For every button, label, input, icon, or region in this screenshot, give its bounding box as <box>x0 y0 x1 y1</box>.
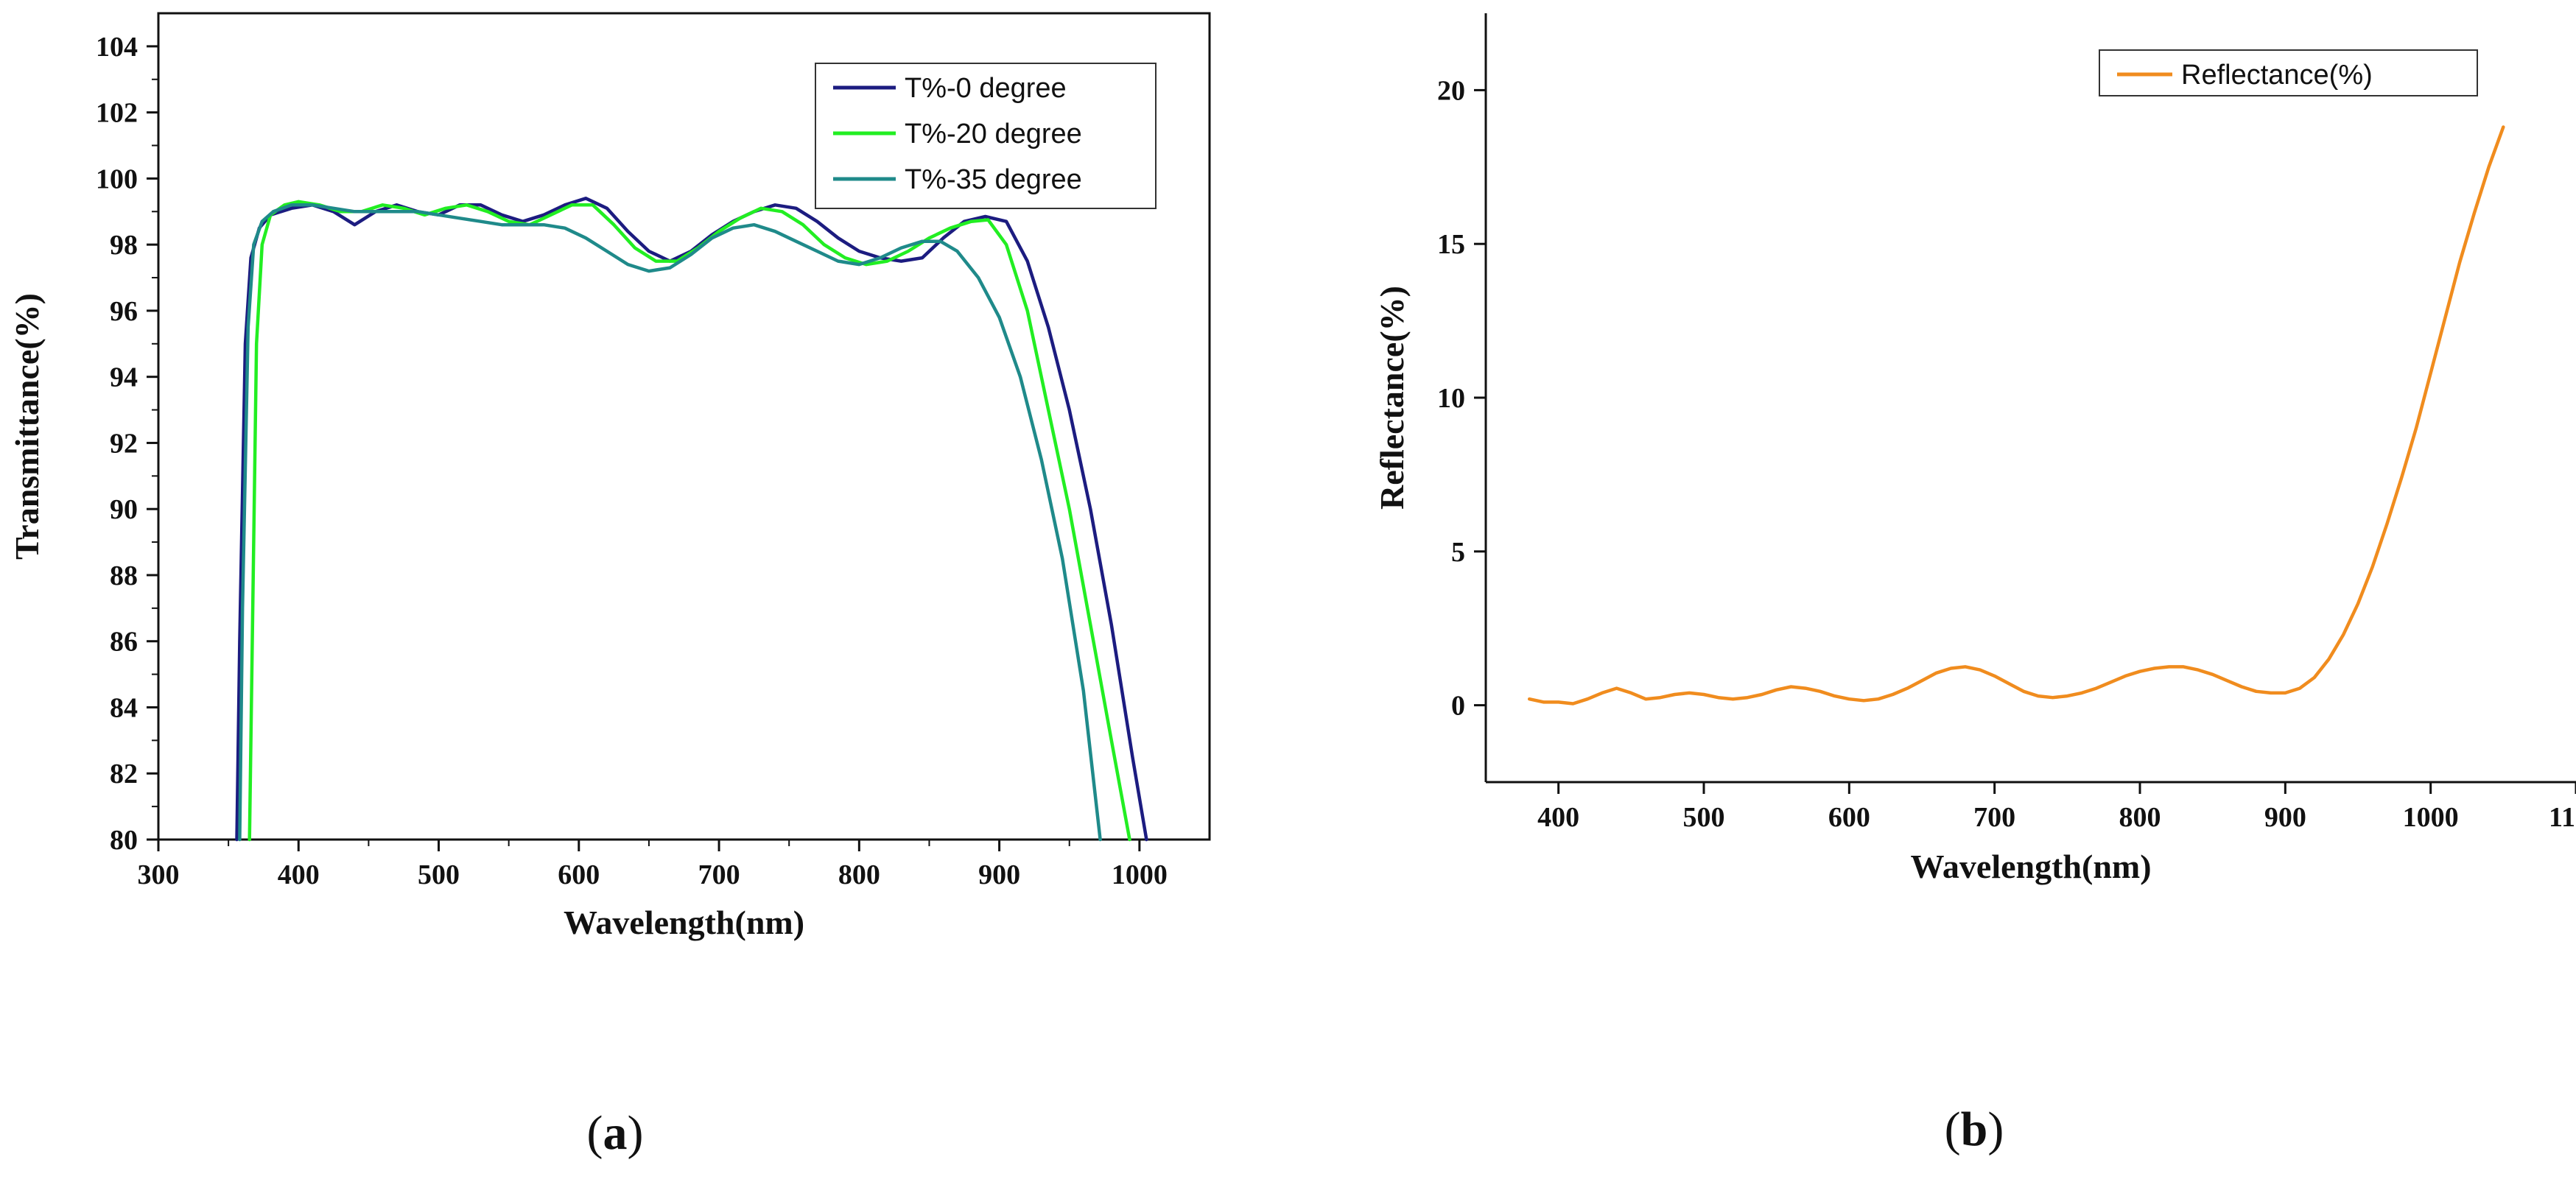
series-line-1 <box>235 197 1148 842</box>
y-tick-label: 10 <box>1437 383 1465 414</box>
y-tick-label: 20 <box>1437 75 1465 106</box>
y-tick-label: 98 <box>110 230 138 261</box>
x-tick-label: 800 <box>838 859 880 890</box>
x-tick-label: 500 <box>418 859 460 890</box>
x-tick-label: 700 <box>698 859 740 890</box>
y-tick-label: 80 <box>110 825 138 856</box>
x-tick-label: 300 <box>138 859 180 890</box>
y-axis-title: Transmittance(%) <box>8 293 46 560</box>
x-tick-label: 900 <box>978 859 1020 890</box>
legend: T%-0 degree T%-20 degree T%-35 degree <box>815 63 1157 209</box>
x-tick-label: 400 <box>1537 802 1579 833</box>
y-tick-label: 15 <box>1437 229 1465 260</box>
y-tick-label: 104 <box>96 32 138 63</box>
x-tick-label: 700 <box>1973 802 2015 833</box>
x-tick-label: 800 <box>2119 802 2161 833</box>
legend-label: T%-0 degree <box>905 73 1067 104</box>
legend-label: T%-20 degree <box>905 119 1082 149</box>
y-tick-label: 100 <box>96 163 138 194</box>
x-tick-label: 1000 <box>2403 802 2459 833</box>
y-axis-title: Reflectance(%) <box>1373 286 1411 510</box>
x-axis-title: Wavelength(nm) <box>1910 848 2151 885</box>
y-tick-label: 92 <box>110 428 138 459</box>
x-tick-label: 600 <box>1828 802 1870 833</box>
series-line-2 <box>248 200 1131 842</box>
x-axis-title: Wavelength(nm) <box>564 904 804 941</box>
x-tick-label: 500 <box>1683 802 1725 833</box>
x-tick-label: 600 <box>558 859 600 890</box>
legend-label: T%-35 degree <box>905 164 1082 195</box>
y-tick-label: 82 <box>110 759 138 789</box>
legend-label: Reflectance(%) <box>2181 60 2373 91</box>
x-tick-label: 1100 <box>2549 802 2576 833</box>
chart-a: 300 400 500 600 700 800 900 1000 80 82 84 86 88 90 92 9… <box>8 12 1211 941</box>
panel-label-a: (a) <box>587 1106 644 1160</box>
y-tick-label: 86 <box>110 627 138 658</box>
y-tick-label: 0 <box>1451 691 1465 722</box>
panel-label-b: (b) <box>1945 1102 2004 1156</box>
legend-box <box>815 63 1157 209</box>
y-tick-label: 88 <box>110 560 138 591</box>
series-line-3 <box>238 203 1102 842</box>
x-tick-label: 900 <box>2264 802 2306 833</box>
y-tick-label: 94 <box>110 362 138 393</box>
series-line-1 <box>1527 125 2505 706</box>
plot-frame <box>157 12 1211 841</box>
legend: Reflectance(%) <box>2099 49 2478 96</box>
y-tick-label: 102 <box>96 98 138 129</box>
y-tick-label: 84 <box>110 692 138 723</box>
chart-b: 400 500 600 700 800 900 1000 1100 0 5 10 15 20 Wavele… <box>1373 13 2576 885</box>
y-tick-label: 5 <box>1451 537 1465 568</box>
y-tick-label: 96 <box>110 296 138 327</box>
x-tick-label: 1000 <box>1112 859 1168 890</box>
y-tick-label: 90 <box>110 494 138 525</box>
x-tick-label: 400 <box>278 859 320 890</box>
